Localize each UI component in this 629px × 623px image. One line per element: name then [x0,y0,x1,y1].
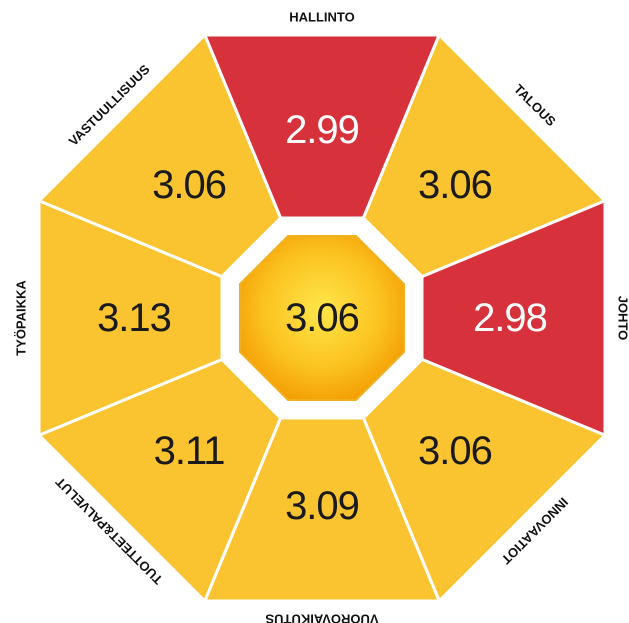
segment-value: 3.06 [418,163,492,207]
segment-value: 3.06 [152,163,226,207]
segment-value: 3.06 [418,429,492,473]
segment-label: TYÖPAIKKA [14,280,29,356]
center-value: 3.06 [285,296,359,340]
center-octagon [239,235,405,401]
segment-value: 2.98 [473,296,547,340]
segment-value: 3.13 [97,296,171,340]
segment-label: HALLINTO [289,10,354,25]
segment-value: 2.99 [285,108,359,152]
segment-value: 3.11 [154,429,225,473]
segment-label: VUOROVAIKUTUS [265,612,378,623]
segment-label: JOHTO [616,296,629,341]
segment [36,32,283,279]
segment-value: 3.09 [285,484,359,528]
